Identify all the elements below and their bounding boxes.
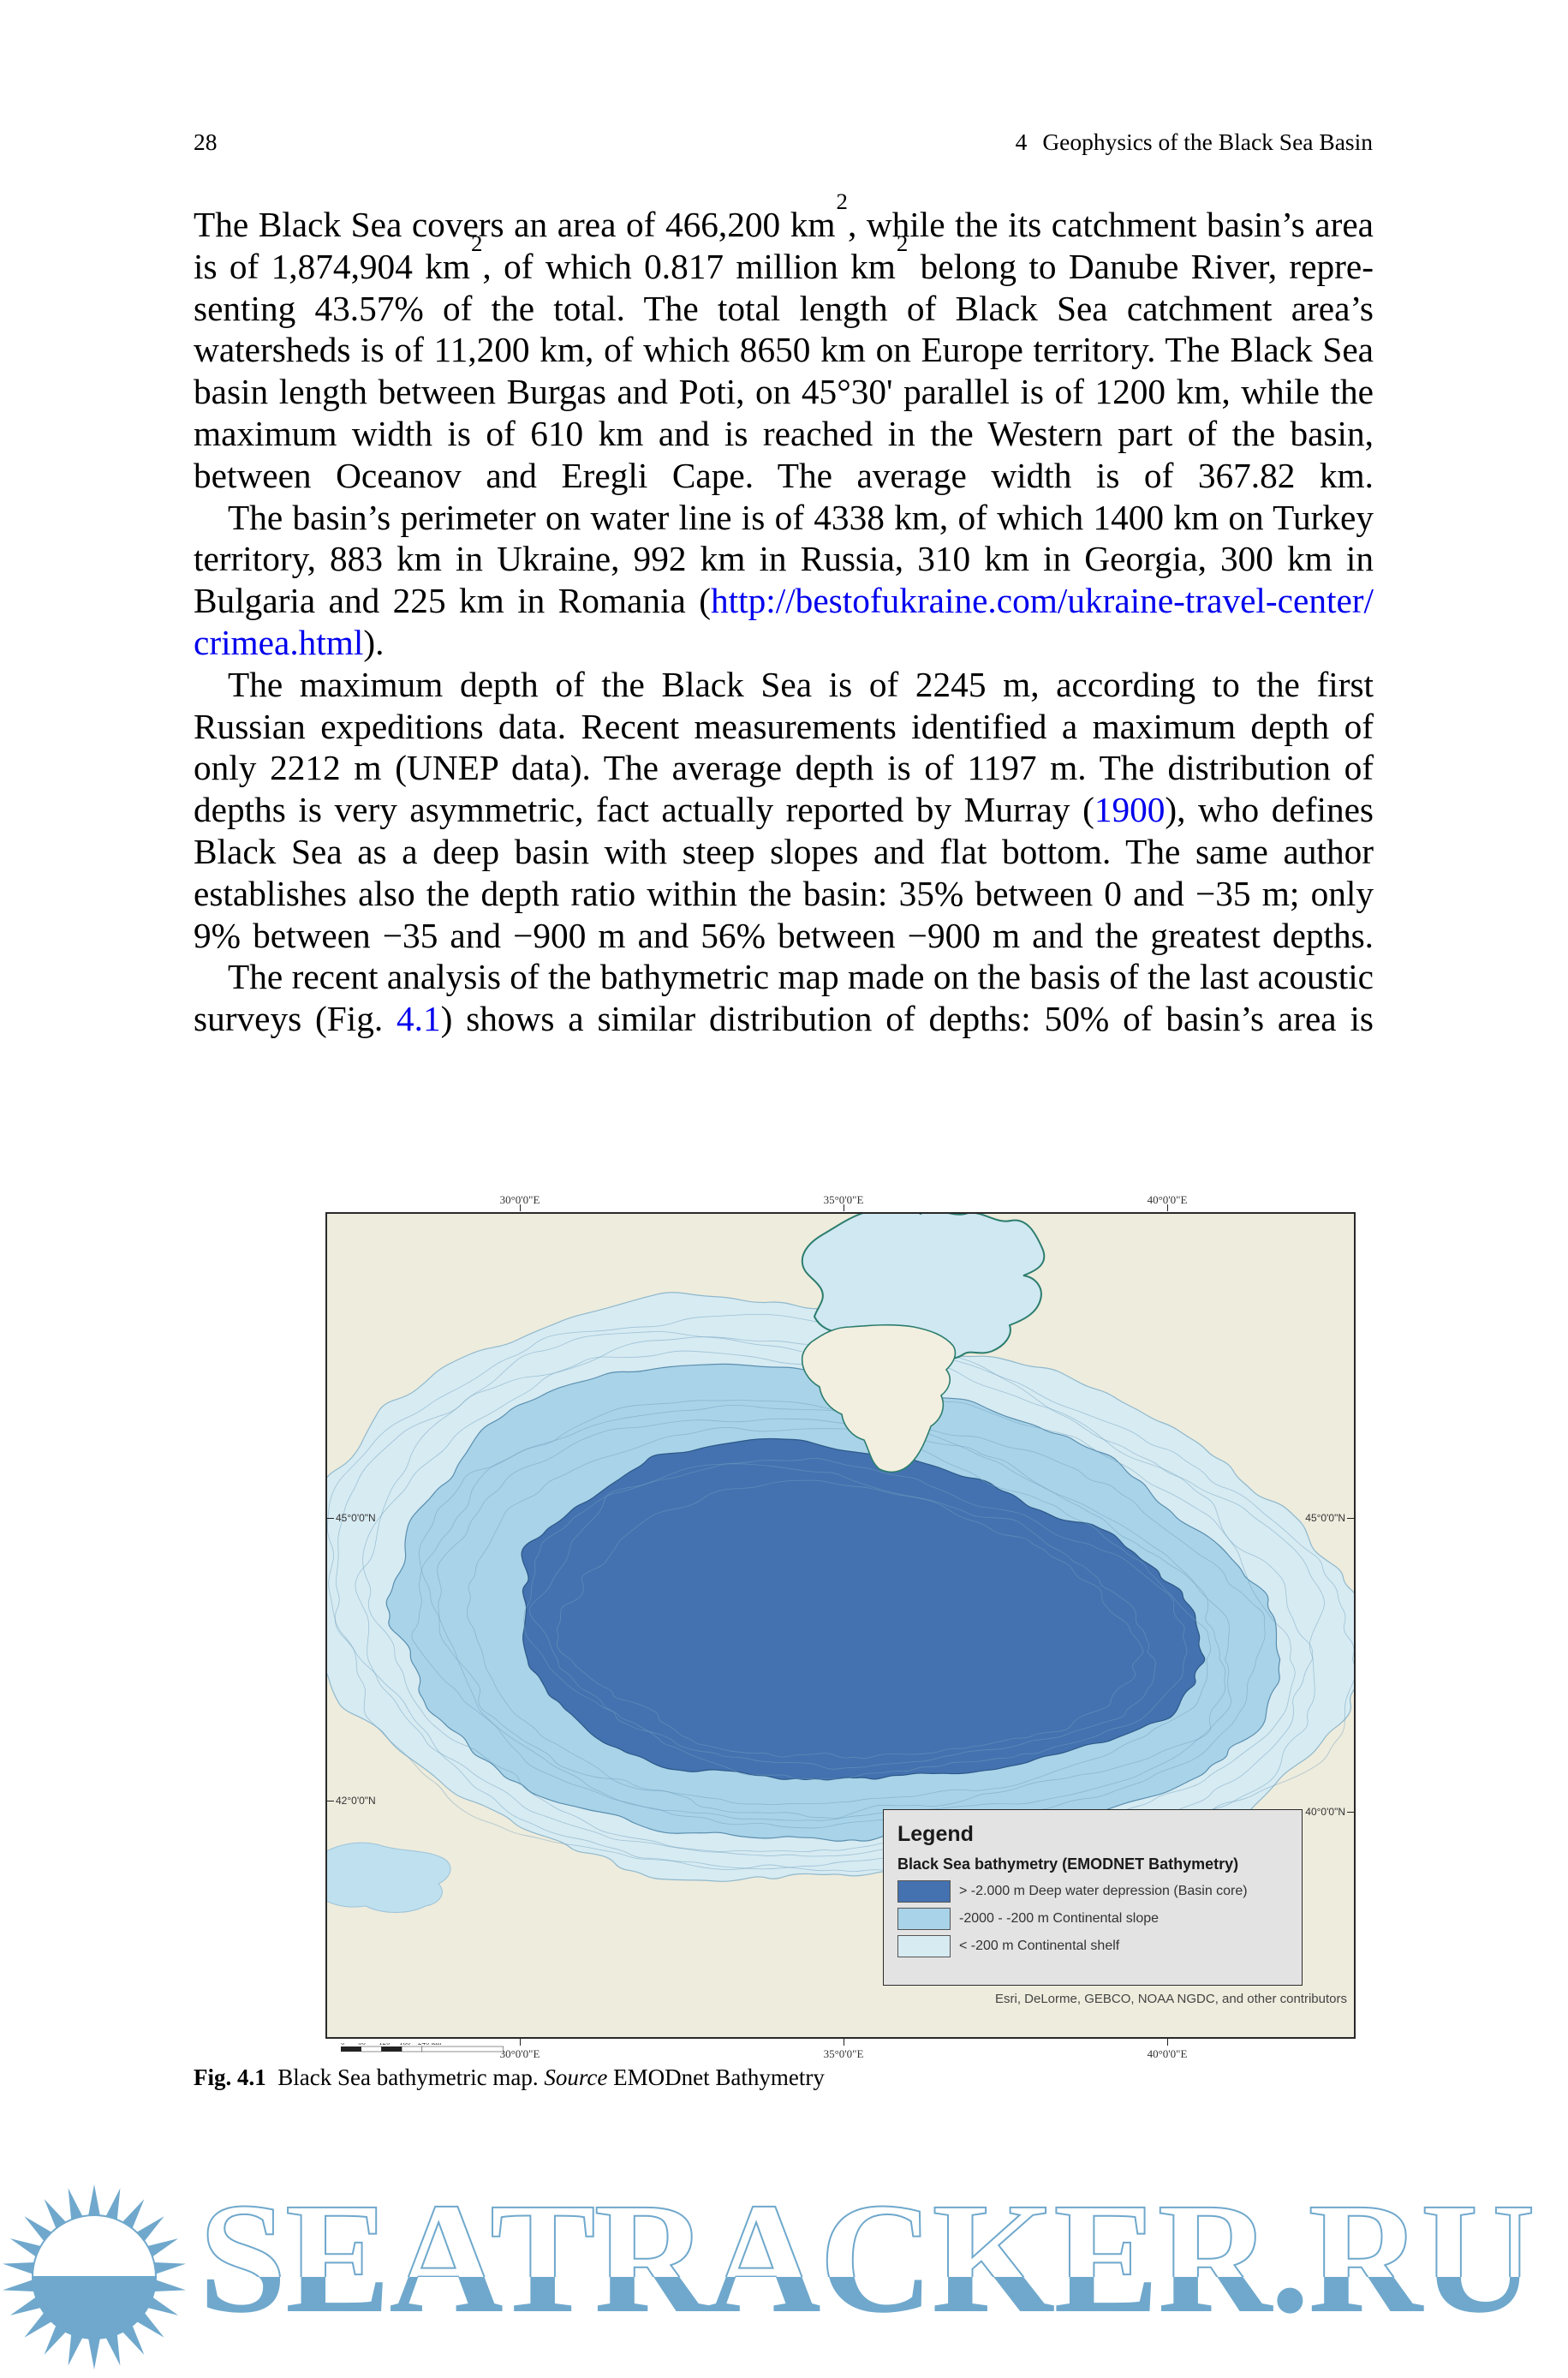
svg-text:120: 120	[379, 2043, 391, 2046]
svg-text:60: 60	[358, 2043, 367, 2046]
svg-text:180: 180	[399, 2043, 411, 2046]
svg-text:0: 0	[341, 2043, 345, 2046]
svg-text:240 km: 240 km	[418, 2043, 441, 2046]
